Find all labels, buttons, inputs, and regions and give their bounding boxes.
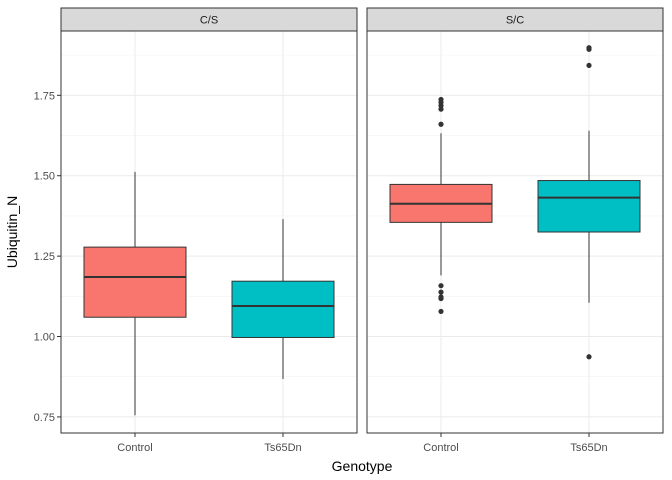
outlier-point [438,294,444,300]
y-tick-label: 1.25 [34,251,55,263]
outlier-point [438,289,444,295]
outlier-point [438,283,444,289]
x-tick-label: Control [423,442,458,454]
x-tick-label: Control [117,442,152,454]
facet-strip-label: C/S [200,15,218,27]
box-control [389,96,493,315]
outlier-point [438,308,444,315]
facet-panel-sc: S/C Control Ts65Dn [366,7,664,454]
iqr-box [83,246,187,318]
facet-panel-cs: C/S Control Ts65Dn [60,7,358,454]
panel-border [366,30,664,434]
outlier-point [586,45,592,51]
outlier-point [438,96,444,103]
panel-border [60,30,358,434]
box-control [83,171,187,416]
x-tick-label: Ts65Dn [264,442,301,454]
outlier-point [586,62,592,69]
panel-background [61,31,357,433]
outlier-point [438,121,444,127]
y-axis-title: Ubiquitin_N [4,196,20,268]
y-tick-label: 0.75 [34,412,55,424]
x-tick-label: Ts65Dn [570,442,607,454]
facet-panels: C/S Control Ts65Dn S/C Control Ts65Dn [60,7,664,454]
y-axis: 0.75 1.00 1.25 1.50 1.75 [34,90,61,424]
y-tick-label: 1.00 [34,332,55,344]
outlier-point [586,354,592,360]
y-tick-label: 1.75 [34,90,55,102]
box-ts65dn [537,45,641,360]
box-ts65dn [231,219,335,379]
iqr-box [231,280,335,338]
iqr-box [537,180,641,233]
y-tick-label: 1.50 [34,171,55,183]
facet-strip-label: S/C [506,15,524,27]
x-axis-title: Genotype [332,458,393,474]
